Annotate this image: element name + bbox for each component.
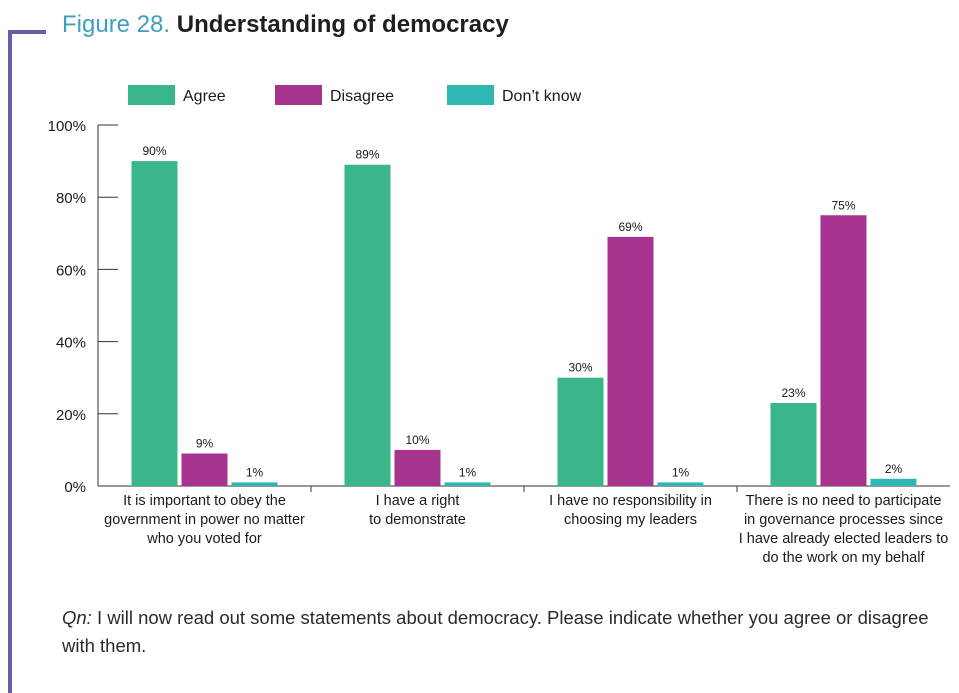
x-tick-label: I have no responsibility in — [549, 493, 712, 509]
bar-value-label: 75% — [831, 198, 855, 212]
bar — [131, 161, 178, 486]
figure-name: Understanding of democracy — [176, 11, 509, 38]
bar — [344, 164, 391, 486]
bar-value-label: 9% — [196, 437, 214, 451]
y-tick-label: 60% — [56, 262, 86, 279]
y-tick-label: 40% — [56, 335, 86, 352]
question-text: I will now read out some statements abou… — [62, 607, 929, 656]
bar — [557, 377, 604, 486]
bar-value-label: 1% — [672, 465, 690, 479]
bar — [231, 482, 278, 486]
bar-value-label: 1% — [459, 465, 477, 479]
bar — [181, 453, 228, 486]
bar — [870, 478, 917, 486]
x-tick-label: I have already elected leaders to — [739, 531, 949, 547]
bar — [444, 482, 491, 486]
x-tick-label: choosing my leaders — [564, 512, 697, 528]
frame-accent-horizontal — [12, 30, 46, 34]
bar-chart: 0% 20% 40% 60% 80% 100% 90% 89% 30% 23% 9% 10% 69% 75… — [48, 85, 950, 566]
legend-swatch — [447, 85, 494, 105]
y-tick-label: 100% — [48, 118, 86, 135]
x-tick-label: in governance processes since — [744, 512, 943, 528]
legend-label: Disagree — [330, 88, 394, 105]
y-tick-label: 80% — [56, 190, 86, 207]
question-note: Qn: I will now read out some statements … — [62, 604, 942, 660]
x-tick-label: who you voted for — [146, 531, 262, 547]
legend-label: Don’t know — [502, 88, 582, 105]
figure-number: Figure 28. — [62, 11, 171, 38]
frame-accent-vertical — [8, 30, 12, 693]
x-tick-label: It is important to obey the — [123, 493, 286, 509]
bar — [657, 482, 704, 486]
bar — [820, 215, 867, 486]
bar-value-label: 90% — [142, 144, 166, 158]
bar — [394, 449, 441, 486]
bar-value-label: 89% — [355, 148, 379, 162]
legend-swatch — [128, 85, 175, 105]
bar-value-label: 30% — [568, 361, 592, 375]
legend-swatch — [275, 85, 322, 105]
bar — [770, 402, 817, 486]
y-tick-label: 0% — [64, 479, 86, 496]
bar-value-label: 1% — [246, 465, 264, 479]
figure-title: Figure 28. Understanding of democracy — [62, 10, 509, 40]
x-tick-label: I have a right — [376, 493, 460, 509]
x-tick-label: to demonstrate — [369, 512, 466, 528]
bar-value-label: 69% — [618, 220, 642, 234]
question-label: Qn: — [62, 607, 92, 628]
x-tick-label: do the work on my behalf — [762, 550, 925, 566]
x-tick-label: government in power no matter — [104, 512, 305, 528]
bar-value-label: 10% — [405, 433, 429, 447]
y-tick-label: 20% — [56, 407, 86, 424]
bar-value-label: 23% — [781, 386, 805, 400]
bar-value-label: 2% — [885, 462, 903, 476]
bar — [607, 236, 654, 486]
legend-label: Agree — [183, 88, 226, 105]
x-tick-label: There is no need to participate — [746, 493, 942, 509]
